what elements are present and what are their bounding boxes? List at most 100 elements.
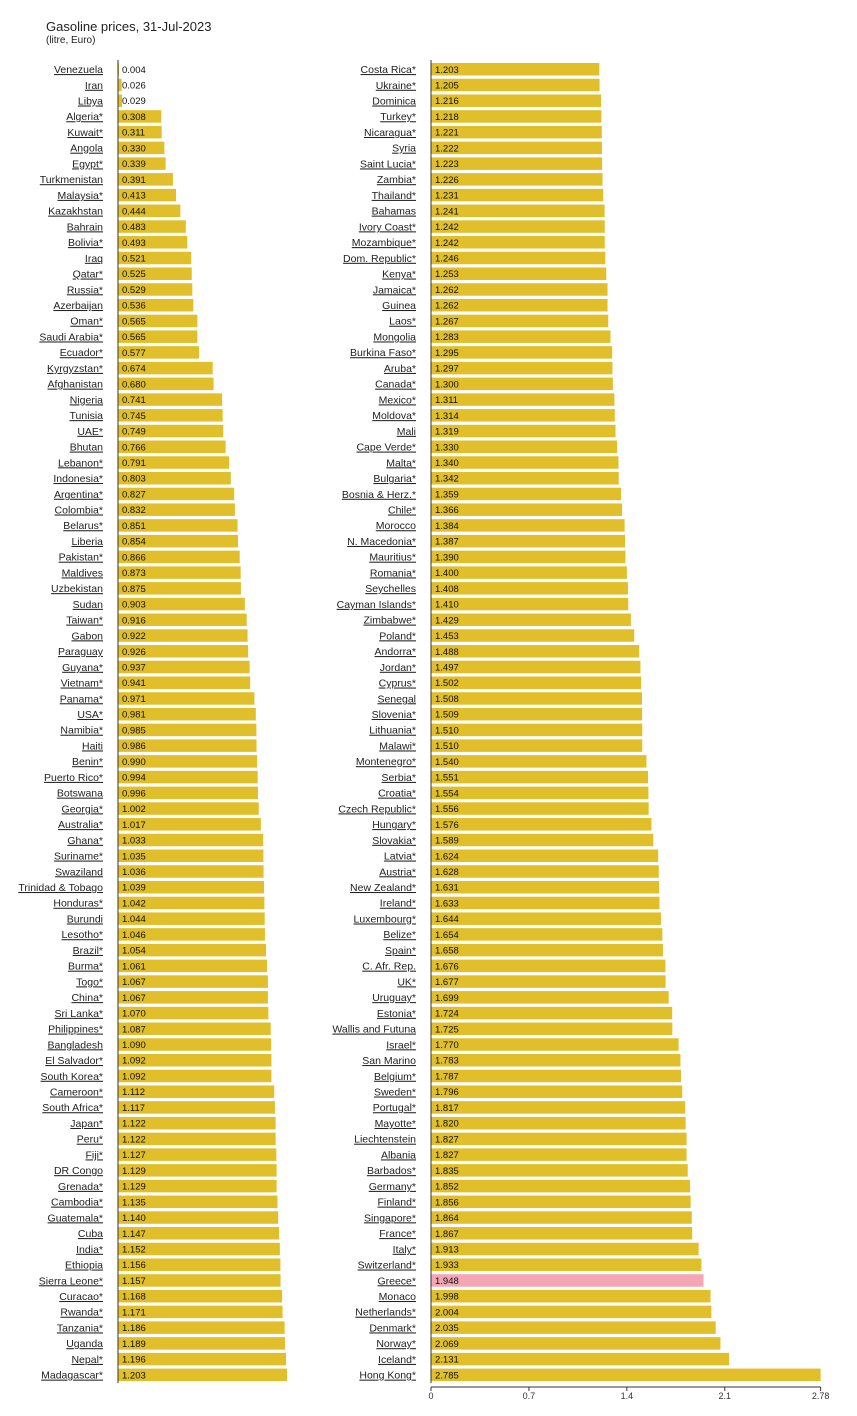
country-link[interactable]: Sri Lanka* (55, 1008, 103, 1020)
country-link[interactable]: Kazakhstan (48, 206, 103, 218)
country-link[interactable]: Mongolia (373, 331, 416, 343)
country-link[interactable]: Suriname* (54, 851, 103, 863)
country-link[interactable]: Lebanon* (58, 457, 103, 469)
country-link[interactable]: Bolivia* (68, 237, 103, 249)
country-link[interactable]: Algeria* (66, 111, 103, 123)
country-link[interactable]: Saudi Arabia* (39, 331, 103, 343)
country-link[interactable]: Spain* (385, 945, 416, 957)
country-link[interactable]: Bahamas (372, 206, 416, 218)
country-link[interactable]: Syria (392, 143, 416, 155)
country-link[interactable]: Morocco (376, 520, 416, 532)
country-link[interactable]: Rwanda* (60, 1307, 103, 1319)
country-link[interactable]: Zimbabwe* (363, 615, 416, 627)
country-link[interactable]: Mozambique* (352, 237, 416, 249)
country-link[interactable]: Puerto Rico* (44, 772, 103, 784)
country-link[interactable]: Lithuania* (369, 725, 416, 737)
country-link[interactable]: Kyrgyzstan* (47, 363, 103, 375)
country-link[interactable]: Botswana (57, 788, 103, 800)
country-link[interactable]: Bulgaria* (373, 473, 416, 485)
country-link[interactable]: Afghanistan (48, 379, 104, 391)
country-link[interactable]: Malaysia* (57, 190, 103, 202)
country-link[interactable]: Germany* (369, 1181, 416, 1193)
country-link[interactable]: Czech Republic* (338, 803, 416, 815)
country-link[interactable]: Portugal* (373, 1102, 416, 1114)
country-link[interactable]: Latvia* (384, 851, 416, 863)
country-link[interactable]: Barbados* (367, 1165, 416, 1177)
country-link[interactable]: Namibia* (60, 725, 103, 737)
country-link[interactable]: Iran (85, 80, 103, 92)
country-link[interactable]: Bahrain (67, 221, 103, 233)
country-link[interactable]: UAE* (77, 426, 103, 438)
country-link[interactable]: Ivory Coast* (359, 221, 416, 233)
country-link[interactable]: Pakistan* (59, 552, 103, 564)
country-link[interactable]: Bangladesh (48, 1039, 104, 1051)
country-link[interactable]: Jordan* (380, 662, 416, 674)
country-link[interactable]: Serbia* (382, 772, 416, 784)
country-link[interactable]: Denmark* (369, 1322, 416, 1334)
country-link[interactable]: Panama* (60, 693, 103, 705)
country-link[interactable]: Wallis and Futuna (332, 1024, 416, 1036)
country-link[interactable]: Mauritius* (369, 552, 416, 564)
country-link[interactable]: Hungary* (372, 819, 416, 831)
country-link[interactable]: Luxembourg* (354, 913, 416, 925)
country-link[interactable]: Colombia* (55, 504, 103, 516)
country-link[interactable]: Cape Verde* (356, 442, 416, 454)
country-link[interactable]: Andorra* (375, 646, 416, 658)
country-link[interactable]: Ecuador* (60, 347, 103, 359)
country-link[interactable]: Kuwait* (67, 127, 103, 139)
country-link[interactable]: Greece* (377, 1275, 416, 1287)
country-link[interactable]: Laos* (389, 316, 416, 328)
country-link[interactable]: Angola (70, 143, 103, 155)
country-link[interactable]: Philippines* (48, 1024, 103, 1036)
country-link[interactable]: Guinea (382, 300, 416, 312)
country-link[interactable]: Liberia (71, 536, 103, 548)
country-link[interactable]: Monaco (379, 1291, 417, 1303)
country-link[interactable]: South Korea* (41, 1071, 103, 1083)
country-link[interactable]: Egypt* (72, 158, 103, 170)
country-link[interactable]: Togo* (76, 976, 103, 988)
country-link[interactable]: Cayman Islands* (337, 599, 416, 611)
country-link[interactable]: DR Congo (54, 1165, 103, 1177)
country-link[interactable]: Libya (78, 96, 103, 108)
country-link[interactable]: Belgium* (374, 1071, 416, 1083)
country-link[interactable]: Vietnam* (61, 678, 103, 690)
country-link[interactable]: Burma* (68, 961, 103, 973)
country-link[interactable]: Guyana* (62, 662, 103, 674)
country-link[interactable]: Belize* (383, 929, 416, 941)
country-link[interactable]: Ethiopia (65, 1260, 103, 1272)
country-link[interactable]: Curacao* (59, 1291, 103, 1303)
country-link[interactable]: Bhutan (70, 442, 103, 454)
country-link[interactable]: Sudan (73, 599, 104, 611)
country-link[interactable]: Nepal* (71, 1354, 103, 1366)
country-link[interactable]: Dominica (372, 96, 416, 108)
country-link[interactable]: Slovenia* (372, 709, 416, 721)
country-link[interactable]: Albania (381, 1149, 416, 1161)
country-link[interactable]: Bosnia & Herz.* (342, 489, 416, 501)
country-link[interactable]: Fiji* (86, 1149, 104, 1161)
country-link[interactable]: Guatemala* (48, 1212, 103, 1224)
country-link[interactable]: Taiwan* (66, 615, 103, 627)
country-link[interactable]: Ukraine* (376, 80, 416, 92)
country-link[interactable]: Aruba* (384, 363, 416, 375)
country-link[interactable]: China* (71, 992, 103, 1004)
country-link[interactable]: Switzerland* (358, 1260, 416, 1272)
country-link[interactable]: N. Macedonia* (347, 536, 416, 548)
country-link[interactable]: South Africa* (42, 1102, 103, 1114)
country-link[interactable]: Hong Kong* (359, 1370, 416, 1382)
country-link[interactable]: Montenegro* (356, 756, 416, 768)
country-link[interactable]: Haiti (82, 740, 103, 752)
country-link[interactable]: Ireland* (380, 898, 416, 910)
country-link[interactable]: Uruguay* (372, 992, 416, 1004)
country-link[interactable]: Liechtenstein (354, 1134, 416, 1146)
country-link[interactable]: Senegal (377, 693, 416, 705)
country-link[interactable]: Moldova* (372, 410, 416, 422)
country-link[interactable]: Cyprus* (379, 678, 416, 690)
country-link[interactable]: Honduras* (53, 898, 103, 910)
country-link[interactable]: Argentina* (54, 489, 103, 501)
country-link[interactable]: Russia* (67, 284, 103, 296)
country-link[interactable]: Nicaragua* (364, 127, 416, 139)
country-link[interactable]: UK* (397, 976, 416, 988)
country-link[interactable]: Nigeria (70, 394, 103, 406)
country-link[interactable]: Uganda (66, 1338, 103, 1350)
country-link[interactable]: Australia* (58, 819, 103, 831)
